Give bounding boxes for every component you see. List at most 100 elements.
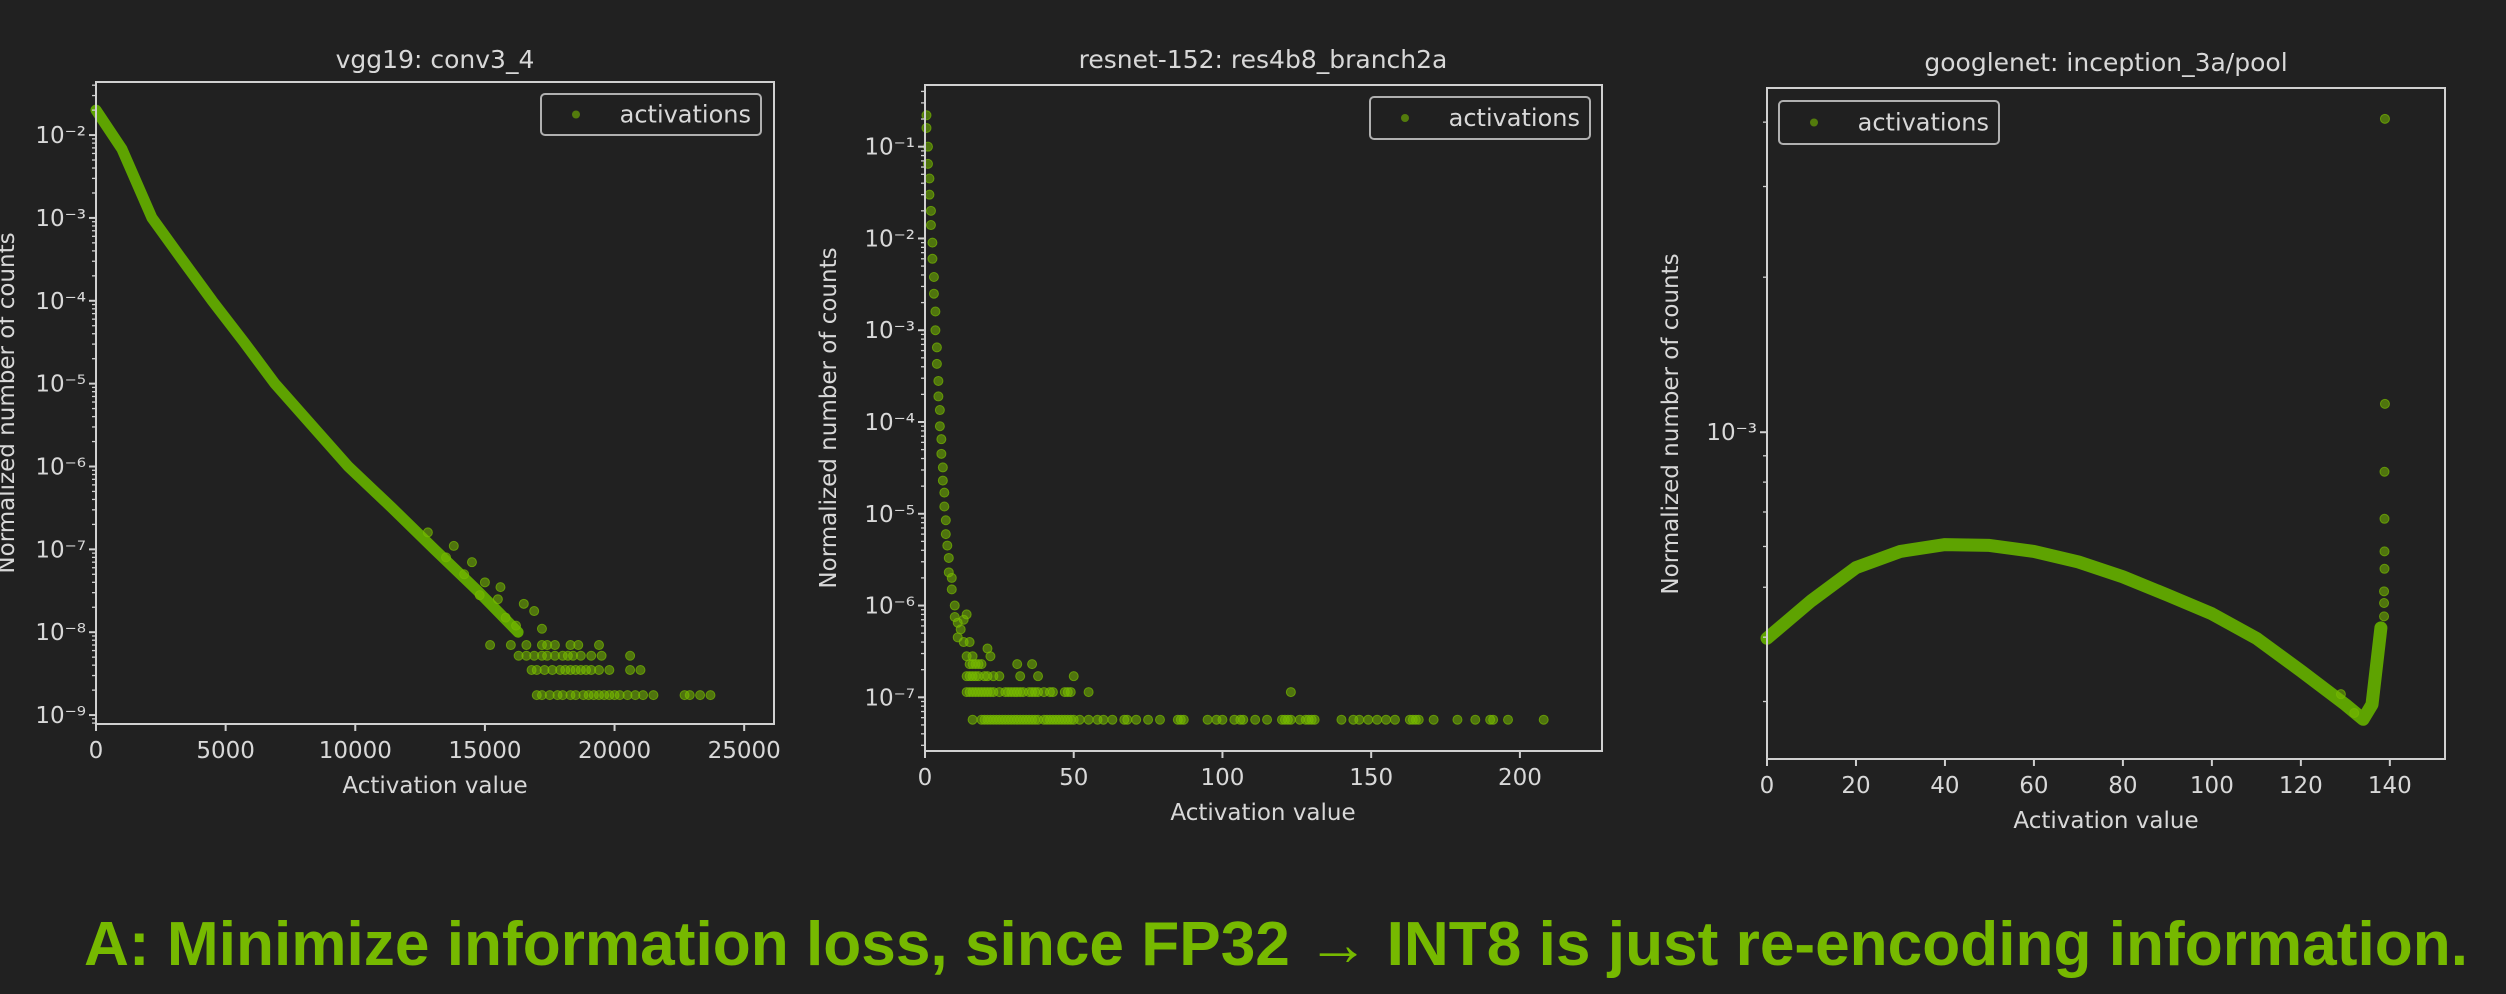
x-tick-label: 200 — [1498, 765, 1542, 791]
data-point — [934, 405, 945, 416]
x-tick-label: 50 — [1059, 765, 1088, 791]
y-tick-label: 10⁻² — [864, 226, 915, 252]
chart-googlenet-inception-3a-pool: googlenet: inception_3a/pool Activation … — [1658, 48, 2446, 834]
data-point — [495, 582, 506, 593]
data-point — [2379, 611, 2390, 622]
x-tick-label: 10000 — [319, 738, 392, 764]
x-axis-label: Activation value — [1170, 800, 1355, 826]
x-tick-label: 100 — [1200, 765, 1244, 791]
data-point — [586, 650, 597, 661]
data-point — [2379, 586, 2390, 597]
data-point — [1488, 714, 1499, 725]
data-point — [933, 391, 944, 402]
data-point — [1154, 714, 1165, 725]
y-tick-label: 10⁻⁷ — [864, 685, 915, 711]
x-tick-label: 140 — [2368, 773, 2412, 799]
y-tick-label: 10⁻⁹ — [35, 703, 86, 729]
data-point — [961, 609, 972, 620]
data-point — [1413, 714, 1424, 725]
data-point — [946, 572, 957, 583]
plot-area — [1760, 113, 2390, 726]
data-point — [925, 220, 936, 231]
activations-band — [90, 104, 524, 638]
data-point — [1065, 687, 1076, 698]
y-tick-label: 10⁻⁵ — [864, 502, 915, 528]
data-point — [937, 462, 948, 473]
data-point — [575, 650, 586, 661]
data-point — [593, 640, 604, 651]
axes-frame — [924, 84, 1603, 752]
activations-band — [1760, 538, 2388, 726]
data-point — [936, 434, 947, 445]
data-point — [518, 598, 529, 609]
data-point — [1428, 714, 1439, 725]
data-point — [1452, 714, 1463, 725]
data-point — [928, 272, 939, 283]
data-point — [695, 690, 706, 701]
data-point — [1262, 714, 1273, 725]
data-point — [949, 600, 960, 611]
data-point — [441, 552, 452, 563]
axes-frame — [95, 81, 775, 725]
data-point — [422, 527, 433, 538]
data-point — [1503, 714, 1514, 725]
x-tick-label: 60 — [2019, 773, 2048, 799]
chart-vgg19-conv3-4: vgg19: conv3_4 Activation value Normaliz… — [0, 45, 781, 799]
x-tick-label: 15000 — [448, 738, 521, 764]
data-point — [2379, 398, 2390, 409]
data-point — [648, 690, 659, 701]
data-point — [1122, 714, 1133, 725]
data-point — [1285, 714, 1296, 725]
y-tick-label: 10⁻¹ — [864, 135, 915, 161]
data-point — [924, 173, 935, 184]
legend-marker-icon — [1401, 114, 1409, 122]
data-point — [1033, 671, 1044, 682]
data-point — [927, 237, 938, 248]
data-point — [593, 664, 604, 675]
data-point — [635, 664, 646, 675]
data-point — [705, 690, 716, 701]
y-tick-label: 10⁻⁸ — [35, 620, 86, 646]
data-point — [485, 640, 496, 651]
data-point — [976, 659, 987, 670]
data-point — [1202, 714, 1213, 725]
data-point — [933, 375, 944, 386]
data-point — [479, 577, 490, 588]
data-point — [943, 552, 954, 563]
data-point — [474, 590, 485, 601]
data-point — [596, 650, 607, 661]
data-point — [521, 640, 532, 651]
y-axis-label: Normalized number of counts — [0, 232, 20, 573]
data-point — [1336, 714, 1347, 725]
data-point — [925, 205, 936, 216]
data-point — [924, 189, 935, 200]
data-point — [921, 122, 932, 133]
data-point — [492, 594, 503, 605]
data-point — [505, 640, 516, 651]
caption: A: Minimize information loss, since FP32… — [84, 910, 2468, 979]
x-axis-label: Activation value — [342, 773, 527, 799]
data-point — [536, 623, 547, 634]
data-point — [927, 253, 938, 264]
data-point — [937, 475, 948, 486]
x-tick-label: 100 — [2190, 773, 2234, 799]
legend-label: activations — [620, 101, 751, 129]
data-point — [625, 664, 636, 675]
legend-box — [540, 93, 762, 136]
data-point — [1238, 714, 1249, 725]
data-point — [1538, 714, 1549, 725]
data-point — [1309, 714, 1320, 725]
x-tick-label: 80 — [2108, 773, 2137, 799]
x-tick-label: 20 — [1841, 773, 1870, 799]
data-point — [936, 448, 947, 459]
y-tick-label: 10⁻⁷ — [35, 537, 86, 563]
chart-title: resnet-152: res4b8_branch2a — [1079, 45, 1448, 74]
data-point — [2379, 466, 2390, 477]
y-axis-label: Normalized number of counts — [1658, 253, 1684, 594]
x-tick-label: 0 — [1760, 773, 1775, 799]
data-point — [928, 288, 939, 299]
data-point — [1217, 714, 1228, 725]
data-point — [964, 637, 975, 648]
plot-area — [90, 104, 716, 701]
y-tick-label: 10⁻⁴ — [35, 289, 86, 315]
